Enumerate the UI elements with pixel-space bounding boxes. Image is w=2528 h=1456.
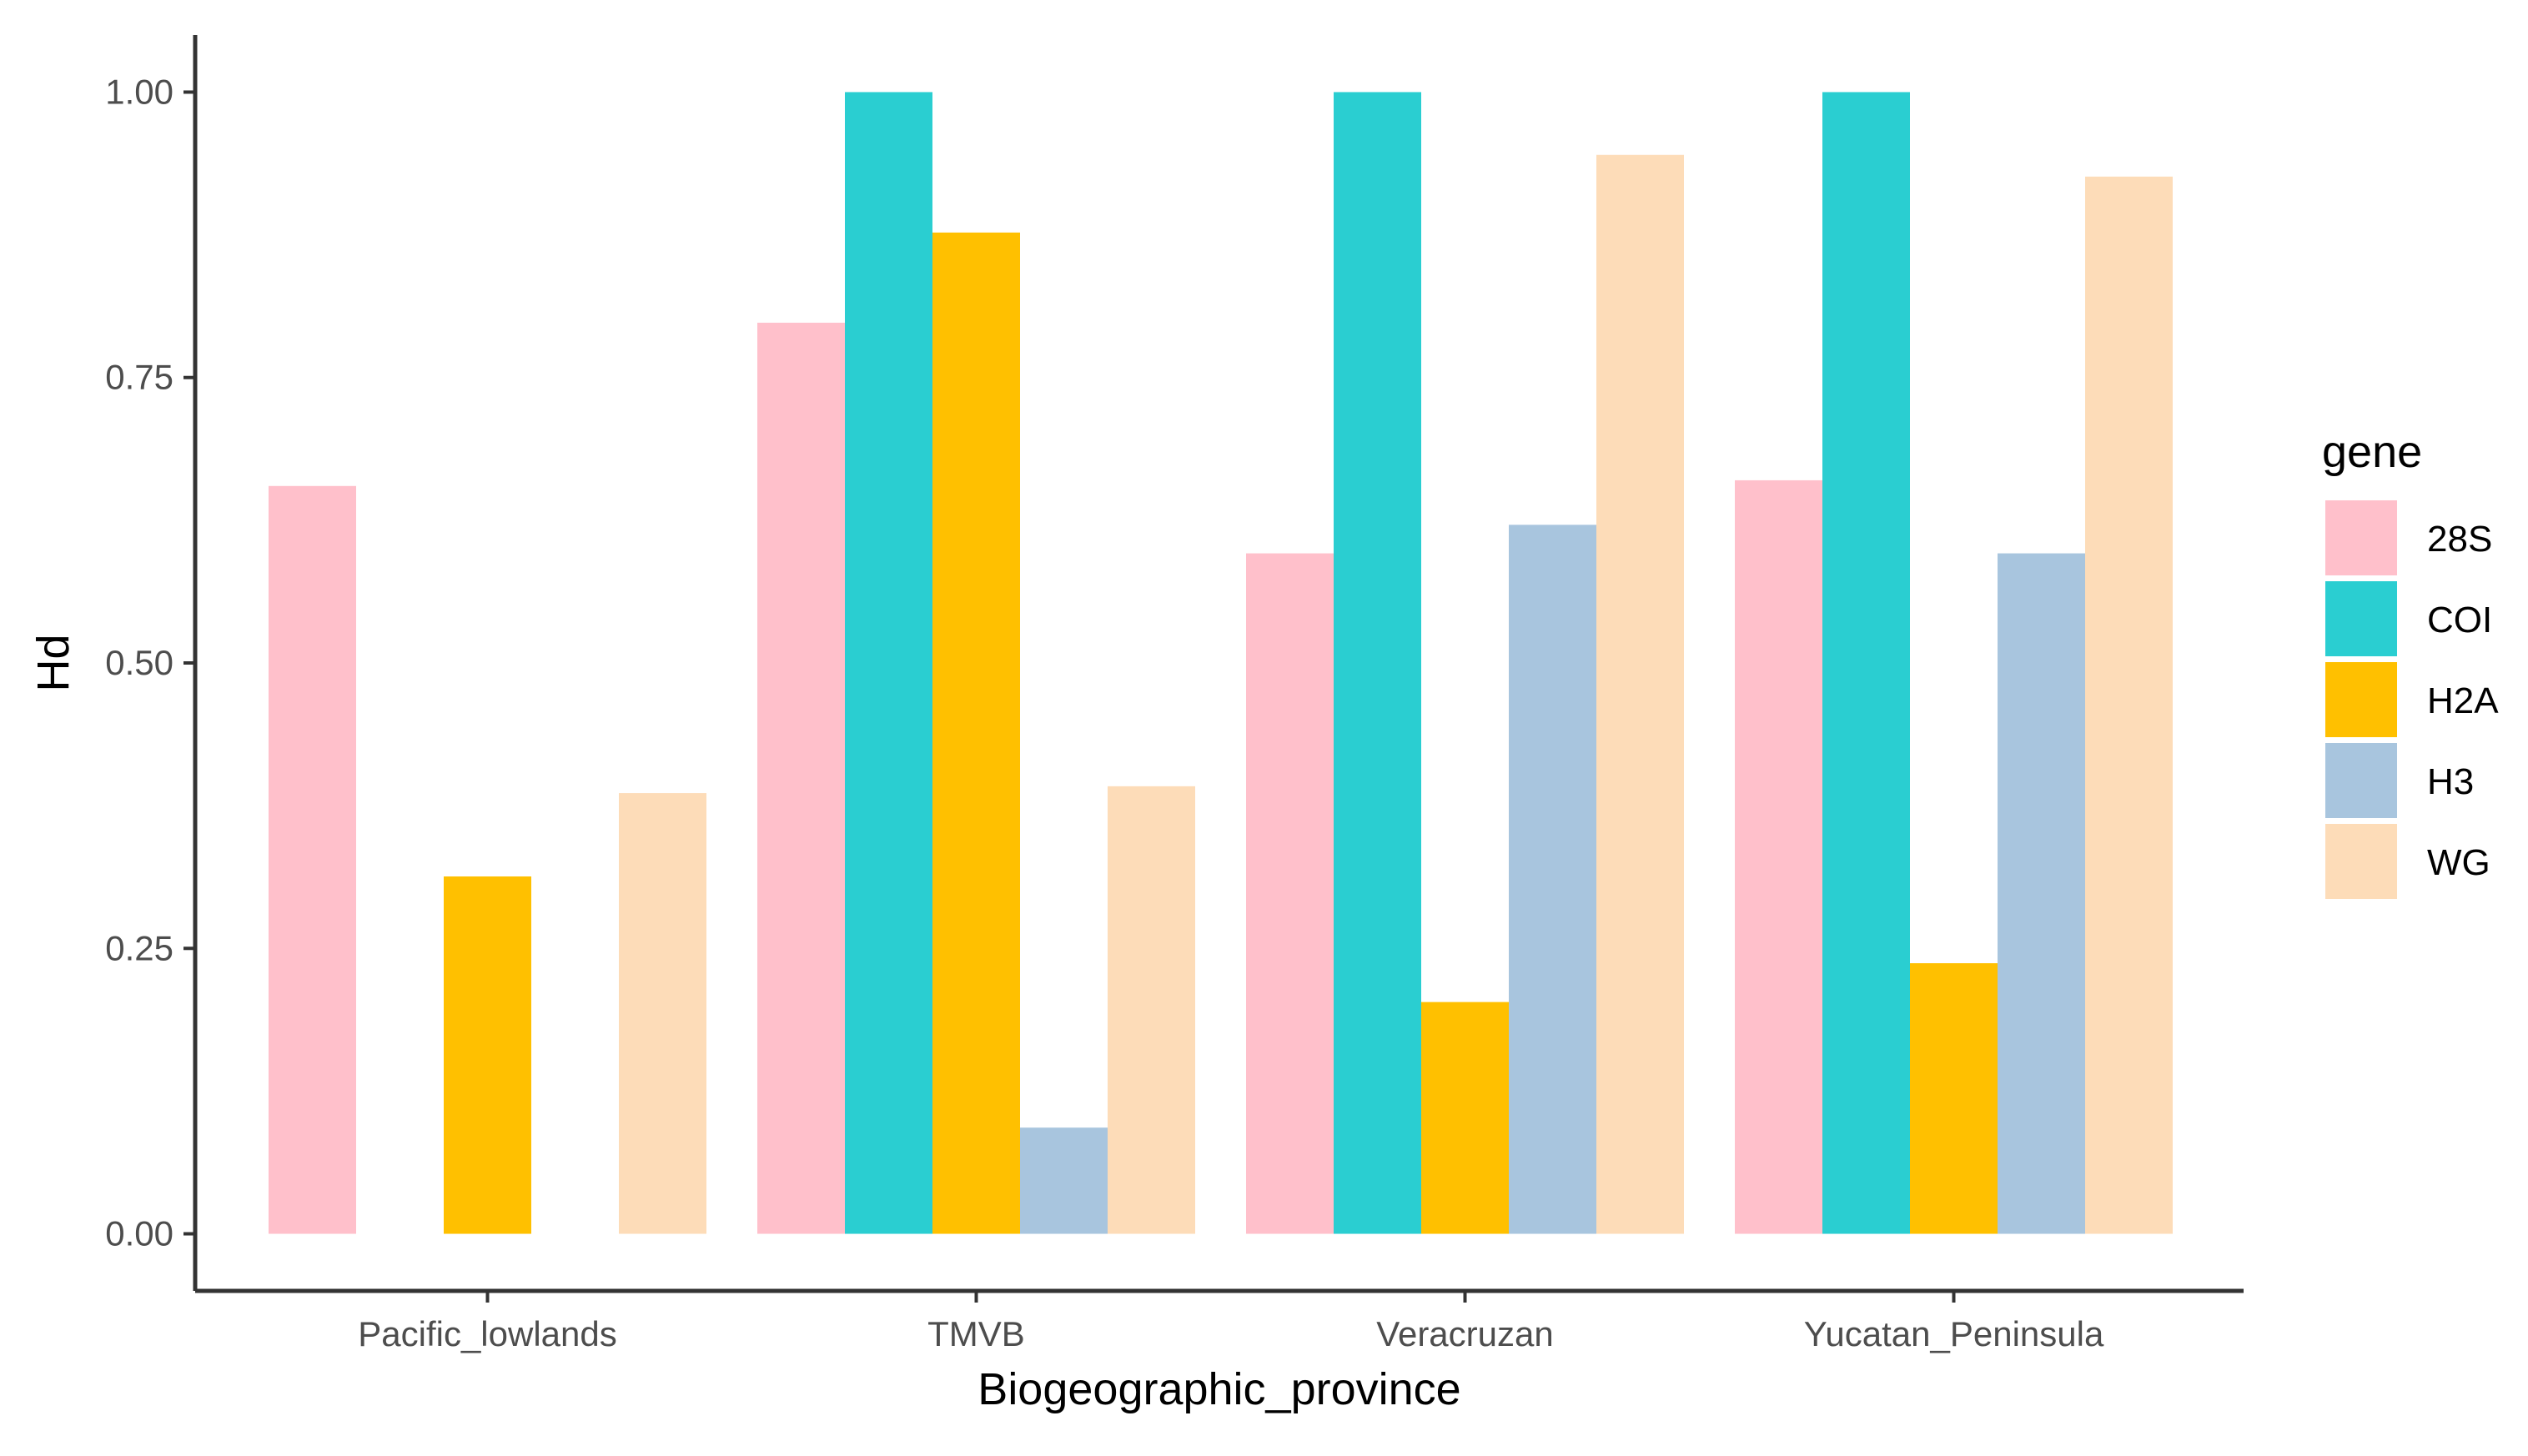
y-tick-label: 1.00 — [105, 72, 173, 111]
y-tick-label: 0.00 — [105, 1214, 173, 1253]
legend-title: gene — [2322, 427, 2422, 477]
legend-label-wg: WG — [2427, 842, 2490, 883]
legend-swatch-coi — [2325, 581, 2397, 656]
bar-28s-yucatan_peninsula — [1735, 479, 1822, 1234]
bar-coi-veracruzan — [1334, 92, 1421, 1234]
bar-28s-veracruzan — [1246, 553, 1334, 1234]
bar-coi-yucatan_peninsula — [1822, 92, 1910, 1234]
y-tick-label: 0.50 — [105, 643, 173, 682]
x-tick-label: Pacific_lowlands — [358, 1314, 617, 1353]
bar-28s-pacific_lowlands — [269, 485, 356, 1234]
x-tick-label: Yucatan_Peninsula — [1804, 1314, 2104, 1353]
bars-group — [269, 92, 2173, 1234]
bar-h3-tmvb — [1020, 1127, 1108, 1234]
y-axis-ticks: 0.00 0.25 0.50 0.75 1.00 — [105, 72, 195, 1253]
legend-swatch-28s — [2325, 500, 2397, 575]
bar-wg-veracruzan — [1596, 154, 1684, 1234]
y-tick-label: 0.25 — [105, 928, 173, 967]
bar-wg-yucatan_peninsula — [2085, 176, 2173, 1234]
bar-28s-tmvb — [757, 323, 845, 1234]
bar-wg-pacific_lowlands — [619, 793, 706, 1234]
legend-label-28s: 28S — [2427, 519, 2492, 560]
legend-label-h3: H3 — [2427, 761, 2474, 802]
legend: gene 28S COI H2A H3 WG — [2322, 427, 2499, 899]
legend-label-h2a: H2A — [2427, 680, 2499, 721]
legend-swatch-h2a — [2325, 662, 2397, 737]
bar-h2a-pacific_lowlands — [444, 876, 531, 1234]
y-axis-title: Hd — [28, 634, 78, 691]
bar-coi-tmvb — [845, 92, 932, 1234]
x-axis-ticks: Pacific_lowlands TMVB Veracruzan Yucatan_Pe… — [358, 1291, 2104, 1353]
bar-wg-tmvb — [1108, 786, 1195, 1234]
legend-label-coi: COI — [2427, 600, 2492, 640]
bar-h2a-yucatan_peninsula — [1910, 963, 1998, 1234]
legend-swatch-h3 — [2325, 743, 2397, 818]
y-tick-label: 0.75 — [105, 358, 173, 397]
legend-swatch-wg — [2325, 824, 2397, 899]
bar-h2a-veracruzan — [1421, 1002, 1509, 1234]
x-axis-title: Biogeographic_province — [978, 1364, 1460, 1414]
bar-h3-yucatan_peninsula — [1998, 553, 2085, 1234]
legend-items: 28S COI H2A H3 WG — [2325, 500, 2499, 899]
x-tick-label: Veracruzan — [1376, 1314, 1553, 1353]
x-tick-label: TMVB — [927, 1314, 1025, 1353]
bar-h3-veracruzan — [1509, 525, 1596, 1234]
bar-h2a-tmvb — [932, 232, 1020, 1234]
